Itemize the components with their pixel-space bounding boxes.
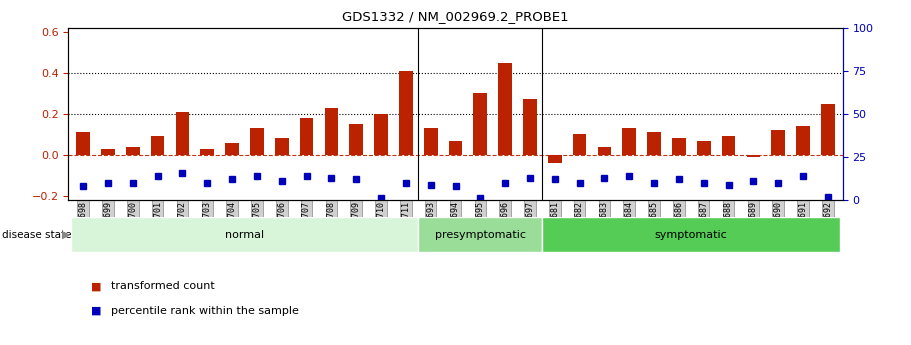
Bar xyxy=(796,126,810,155)
Text: transformed count: transformed count xyxy=(111,282,215,291)
Bar xyxy=(324,108,338,155)
Text: symptomatic: symptomatic xyxy=(655,230,728,239)
Bar xyxy=(573,135,587,155)
Bar xyxy=(672,138,686,155)
Bar xyxy=(225,142,239,155)
Bar xyxy=(772,130,785,155)
Bar xyxy=(598,147,611,155)
Bar xyxy=(399,71,413,155)
Bar xyxy=(151,136,165,155)
Text: ■: ■ xyxy=(91,306,102,315)
Bar xyxy=(722,136,735,155)
Bar xyxy=(126,147,139,155)
FancyBboxPatch shape xyxy=(71,217,418,252)
Text: presymptomatic: presymptomatic xyxy=(435,230,526,239)
Bar xyxy=(200,149,214,155)
Bar xyxy=(622,128,636,155)
Bar xyxy=(449,140,462,155)
Text: normal: normal xyxy=(225,230,264,239)
Bar xyxy=(821,104,834,155)
Bar xyxy=(548,155,561,163)
FancyBboxPatch shape xyxy=(542,217,840,252)
Bar xyxy=(176,112,189,155)
Bar xyxy=(350,124,363,155)
Bar xyxy=(275,138,289,155)
Bar xyxy=(424,128,437,155)
Text: percentile rank within the sample: percentile rank within the sample xyxy=(111,306,299,315)
Bar xyxy=(697,140,711,155)
Bar xyxy=(374,114,388,155)
Text: disease state: disease state xyxy=(2,230,71,239)
Bar xyxy=(746,155,760,157)
Text: ▶: ▶ xyxy=(62,230,70,239)
Bar xyxy=(647,132,660,155)
FancyBboxPatch shape xyxy=(418,217,542,252)
Bar xyxy=(498,62,512,155)
Bar xyxy=(300,118,313,155)
Bar xyxy=(474,93,487,155)
Bar xyxy=(251,128,264,155)
Text: GDS1332 / NM_002969.2_PROBE1: GDS1332 / NM_002969.2_PROBE1 xyxy=(343,10,568,23)
Bar xyxy=(523,99,537,155)
Bar xyxy=(101,149,115,155)
Text: ■: ■ xyxy=(91,282,102,291)
Bar xyxy=(77,132,90,155)
